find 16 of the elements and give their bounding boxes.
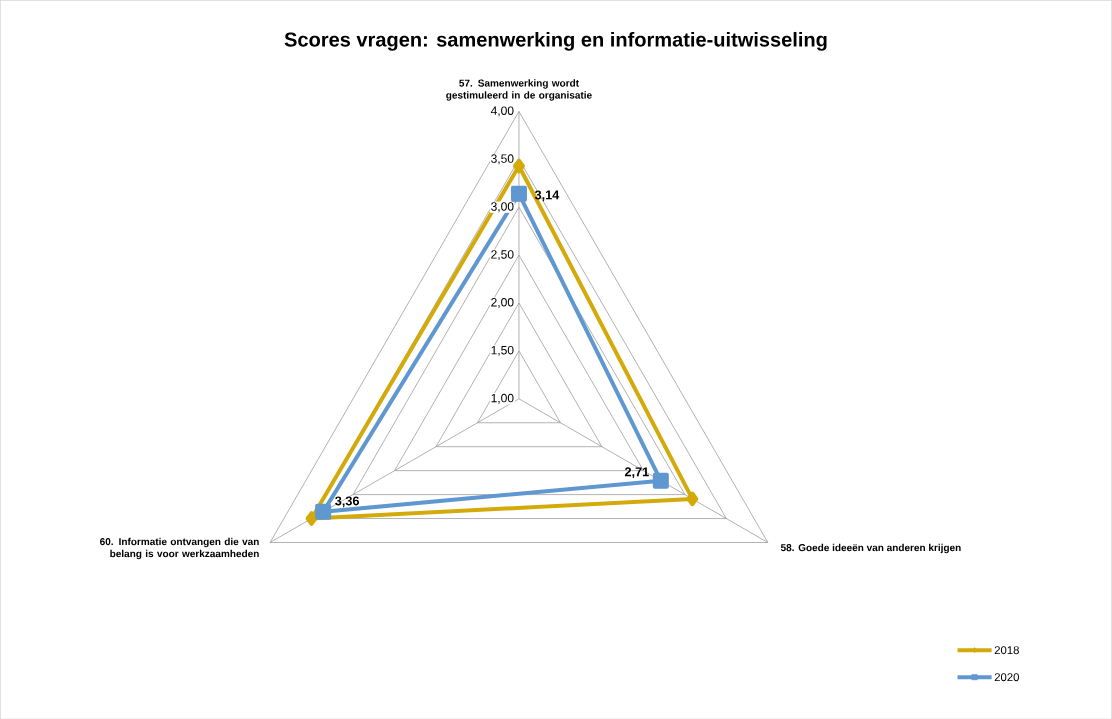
legend-label: 2020: [994, 672, 1019, 681]
data-label: 3,14: [534, 190, 560, 201]
y-tick-label: 3,50: [491, 154, 514, 165]
spoke-label: 58. Goede ideeën van anderen krijgen: [780, 543, 961, 553]
chart-title: Scores vragen: samenwerking en informatie-uitwisseling: [284, 31, 827, 51]
data-label: 2,71: [624, 467, 649, 478]
y-tick-label: 3,00: [491, 202, 514, 212]
y-tick-label: 1,50: [491, 345, 514, 356]
y-tick-label: 4,00: [490, 106, 514, 117]
data-label: 3,36: [335, 496, 360, 508]
y-tick-label: 2,00: [491, 297, 514, 308]
legend-label: 2018: [994, 645, 1019, 654]
spoke-label: 60. Informatie ontvangen die van belang is voor werkzaamheden: [100, 537, 259, 559]
spoke-label: 57. Samenwerking wordt gestimuleerd in de organisatie: [446, 79, 592, 101]
y-tick-label: 1,00: [491, 393, 514, 404]
y-tick-label: 2,50: [491, 249, 514, 260]
